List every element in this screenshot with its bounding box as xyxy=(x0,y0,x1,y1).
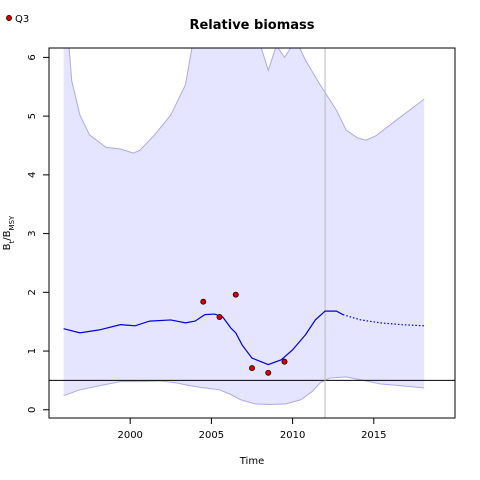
estimate-line xyxy=(342,314,425,327)
y-tick-label: 5 xyxy=(27,113,38,119)
y-axis-label-part: /B xyxy=(2,230,13,240)
x-tick-label: 2005 xyxy=(199,430,224,441)
y-tick-label: 1 xyxy=(27,348,38,354)
x-tick-label: 2000 xyxy=(117,430,142,441)
observation-point xyxy=(216,314,223,320)
observation-point xyxy=(265,369,272,376)
y-tick-label: 3 xyxy=(27,230,38,236)
y-tick-label: 2 xyxy=(27,289,38,295)
observation-point xyxy=(200,298,207,305)
legend-label: Q3 xyxy=(15,14,29,25)
y-tick-label: 0 xyxy=(27,407,38,413)
y-axis-label-part: B xyxy=(2,243,13,250)
observation-point xyxy=(281,358,288,365)
estimate-line xyxy=(63,310,344,366)
legend-marker xyxy=(6,15,12,21)
band-edge xyxy=(68,48,425,154)
observation-point xyxy=(232,291,239,298)
plot-area xyxy=(49,48,455,418)
y-tick-label: 4 xyxy=(27,172,38,178)
x-tick-label: 2015 xyxy=(361,430,386,441)
y-axis-label-part: t xyxy=(8,240,16,243)
y-axis-label-part: MSY xyxy=(8,215,16,230)
x-axis-label: Time xyxy=(239,456,264,467)
y-tick-label: 6 xyxy=(27,54,38,60)
x-tick-label: 2010 xyxy=(280,430,305,441)
band-edge xyxy=(63,376,425,405)
chart-title: Relative biomass xyxy=(189,18,314,33)
observation-point xyxy=(249,365,255,372)
plot-frame xyxy=(48,47,456,419)
y-axis-label: Bt/BMSY xyxy=(2,215,16,250)
confidence-band xyxy=(63,48,425,405)
